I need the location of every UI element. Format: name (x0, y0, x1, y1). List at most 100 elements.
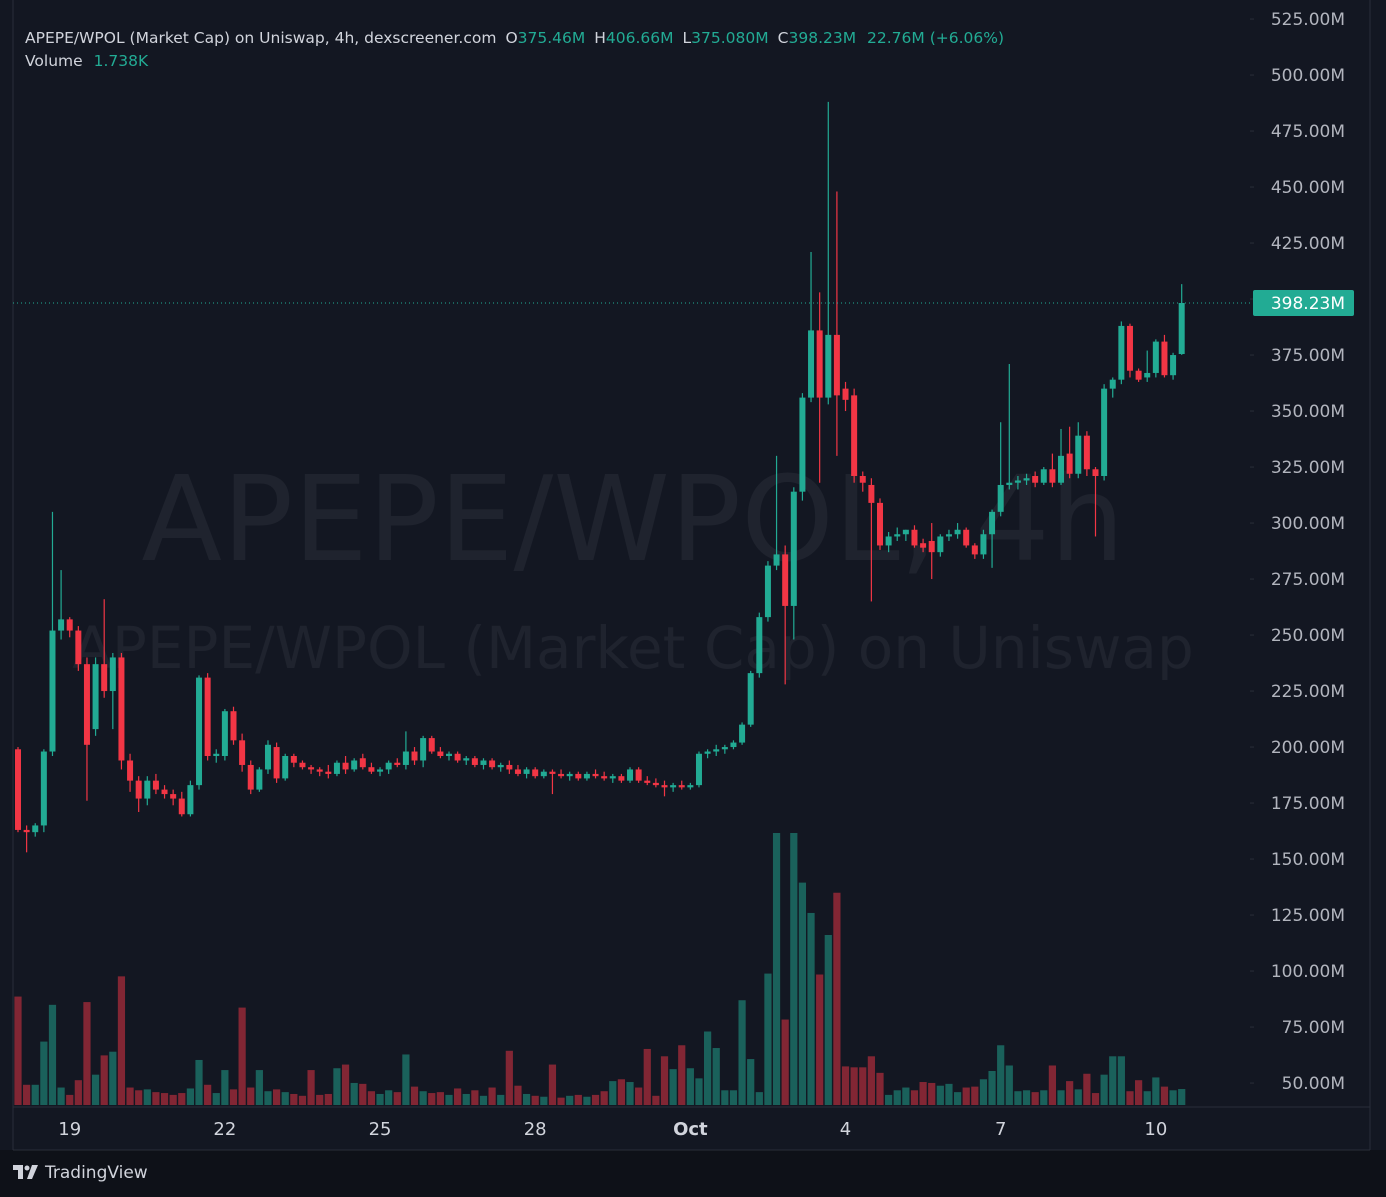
volume-bar (841, 1066, 850, 1105)
volume-bar (471, 1090, 479, 1105)
volume-bar (419, 1091, 427, 1105)
volume-bar (738, 1000, 746, 1105)
candle-body (1135, 370, 1142, 380)
candle-body (92, 664, 99, 730)
candle-body (1006, 482, 1013, 485)
volume-bar (324, 1093, 332, 1105)
candle-body (385, 762, 392, 770)
candle-body (945, 534, 952, 537)
y-tick-label: 250.00M (1271, 626, 1345, 646)
candle-body (549, 771, 556, 774)
candle-body (1118, 325, 1125, 380)
candle-body (635, 769, 642, 781)
candle-body (420, 738, 427, 761)
y-tick-label: 375.00M (1271, 346, 1345, 366)
brand: TradingView (44, 1163, 148, 1183)
volume-bar (178, 1093, 186, 1105)
volume-bar (1100, 1074, 1108, 1105)
volume-bar (1152, 1077, 1160, 1105)
volume-bar (910, 1090, 919, 1105)
volume-bar (790, 833, 798, 1105)
candle-body (1126, 325, 1133, 371)
y-tick-label: 300.00M (1271, 514, 1345, 534)
volume-bar (290, 1093, 298, 1105)
volume-bar (928, 1082, 936, 1105)
volume-bar (652, 1095, 660, 1105)
y-tick-label: 425.00M (1271, 234, 1345, 254)
candle-body (402, 751, 409, 765)
volume-bar (1091, 1093, 1100, 1105)
volume-bar (997, 1045, 1005, 1105)
volume-bar (747, 1059, 755, 1105)
volume-bar (436, 1092, 444, 1105)
header-line-1: APEPE/WPOL (Market Cap) on Uniswap, 4h, … (25, 27, 1004, 50)
volume-bar (281, 1092, 289, 1105)
volume-bar (454, 1088, 462, 1105)
candle-body (127, 760, 134, 781)
candle-body (49, 630, 56, 752)
volume-bar (514, 1085, 522, 1105)
ohlc-key: L (682, 29, 692, 47)
candle-body (196, 677, 203, 786)
volume-bar (1117, 1056, 1125, 1105)
volume-bar (1057, 1090, 1065, 1105)
volume-bar (695, 1078, 703, 1105)
volume-bar (109, 1051, 117, 1105)
volume-bar (229, 1089, 238, 1105)
volume-bar (566, 1095, 574, 1105)
volume-bar (936, 1085, 944, 1105)
volume-bar (643, 1048, 651, 1105)
x-tick-label: 10 (1144, 1119, 1167, 1140)
volume-bar (1126, 1091, 1134, 1105)
volume-bar (591, 1094, 600, 1105)
volume-bar (298, 1095, 307, 1105)
x-tick-label: 19 (58, 1119, 81, 1140)
candle-body (411, 751, 418, 761)
volume-bar (66, 1094, 74, 1105)
candle-body (135, 780, 142, 799)
candle-body (308, 767, 315, 770)
candle-body (868, 484, 875, 503)
volume-bar (497, 1094, 505, 1105)
candle-body (83, 664, 90, 745)
ohlc: O375.46M H406.66M L375.080M C398.23M (496, 29, 856, 47)
volume-bar (31, 1084, 39, 1105)
volume-bar (14, 996, 22, 1105)
candle-body (618, 776, 625, 781)
candle-body (1161, 341, 1168, 376)
volume-bar (117, 976, 126, 1105)
candle-body (928, 540, 935, 553)
header-line-2: Volume 1.738K (25, 50, 1004, 73)
volume-bar (126, 1087, 134, 1105)
candle-body (333, 762, 340, 774)
candle-body (506, 764, 513, 770)
x-tick-label: 25 (369, 1119, 392, 1140)
y-tick-label: 100.00M (1271, 962, 1345, 982)
candle-body (920, 543, 927, 548)
candle-body (1032, 476, 1039, 483)
y-tick-label: 225.00M (1271, 682, 1345, 702)
candle-body (351, 760, 358, 770)
candle-body (575, 773, 582, 779)
candle-body (842, 388, 849, 400)
candle-body (730, 742, 737, 748)
volume-bar (660, 1056, 669, 1105)
candle-body (23, 829, 30, 833)
candle-body (32, 825, 39, 833)
volume-bar (721, 1090, 729, 1105)
volume-bar (462, 1093, 470, 1105)
volume-bar (152, 1092, 160, 1105)
volume-bar (1143, 1091, 1151, 1105)
y-tick-label: 475.00M (1271, 122, 1345, 142)
candle-body (782, 554, 789, 606)
y-tick-label: 150.00M (1271, 850, 1345, 870)
volume-bar (885, 1094, 893, 1105)
volume-bar (1005, 1065, 1013, 1105)
candle-body (1075, 435, 1082, 474)
candle-body (437, 751, 444, 757)
volume-bar (238, 1007, 246, 1105)
volume-bar (505, 1050, 513, 1105)
candle-body (514, 769, 521, 774)
candle-body (558, 773, 565, 777)
volume-bar (410, 1086, 419, 1105)
